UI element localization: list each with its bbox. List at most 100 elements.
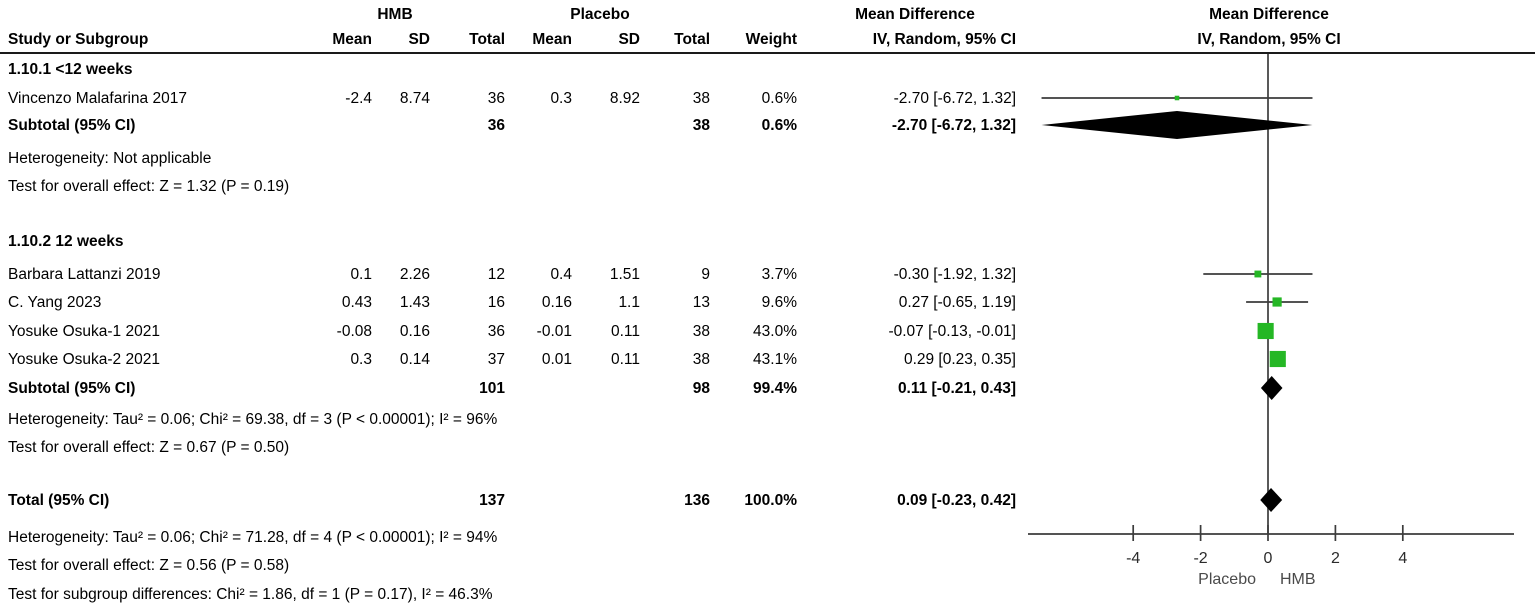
sd-hmb-value: 2.26: [399, 266, 430, 283]
total-label: Total (95% CI): [8, 492, 110, 509]
ci-text: 0.29 [0.23, 0.35]: [903, 351, 1016, 368]
total-placebo-value: 9: [701, 266, 710, 283]
header-divider-line: [0, 52, 1535, 54]
study-name: Vincenzo Malafarina 2017: [8, 90, 187, 107]
mean-placebo-value: 0.16: [541, 294, 572, 311]
total-hmb-value: 12: [487, 266, 505, 283]
ci-text: 0.11 [-0.21, 0.43]: [897, 380, 1016, 397]
subgroup-label: 1.10.1 <12 weeks: [8, 61, 133, 78]
total-hmb-value: 36: [487, 117, 505, 134]
header-placebo-total: Total: [674, 31, 710, 48]
column-group-placebo: Placebo: [570, 6, 630, 23]
weight-value: 0.6%: [761, 117, 797, 134]
study-name: Yosuke Osuka-1 2021: [8, 323, 160, 340]
ci-text: -0.30 [-1.92, 1.32]: [893, 266, 1016, 283]
sd-hmb-value: 1.43: [399, 294, 430, 311]
header-placebo-sd: SD: [618, 31, 640, 48]
effect-marker: [1257, 322, 1274, 340]
column-group-mean-difference-plot: Mean Difference: [1209, 6, 1329, 23]
total-hmb-value: 16: [487, 294, 505, 311]
mean-hmb-value: 0.43: [341, 294, 372, 311]
axis-right-label: HMB: [1280, 571, 1316, 588]
ci-text: -0.07 [-0.13, -0.01]: [888, 323, 1016, 340]
sd-hmb-value: 8.74: [399, 90, 430, 107]
effect-marker: [1254, 270, 1262, 278]
overall-effect-note: Test for overall effect: Z = 1.32 (P = 0…: [8, 178, 290, 195]
effect-marker: [1174, 95, 1180, 101]
weight-value: 43.0%: [753, 323, 797, 340]
header-hmb-total: Total: [469, 31, 505, 48]
header-placebo-mean: Mean: [532, 31, 572, 48]
sd-placebo-value: 8.92: [609, 90, 640, 107]
subgroup-label: 1.10.2 12 weeks: [8, 233, 124, 250]
study-name: Barbara Lattanzi 2019: [8, 266, 161, 283]
mean-hmb-value: 0.3: [350, 351, 372, 368]
total-hmb-value: 37: [487, 351, 505, 368]
header-hmb-sd: SD: [408, 31, 430, 48]
axis-left-label: Placebo: [1198, 571, 1256, 588]
ci-text: -2.70 [-6.72, 1.32]: [893, 90, 1016, 107]
study-name: Yosuke Osuka-2 2021: [8, 351, 160, 368]
mean-hmb-value: -0.08: [336, 323, 372, 340]
summary-diamond: [1041, 111, 1313, 139]
heterogeneity-note: Heterogeneity: Not applicable: [8, 150, 212, 167]
weight-value: 9.6%: [761, 294, 797, 311]
total-placebo-value: 38: [692, 117, 710, 134]
total-hmb-value: 36: [487, 90, 505, 107]
total-hmb-value: 101: [479, 380, 505, 397]
ci-text: 0.09 [-0.23, 0.42]: [897, 492, 1016, 509]
sd-placebo-value: 0.11: [610, 323, 640, 340]
total-placebo-value: 136: [684, 492, 710, 509]
mean-hmb-value: 0.1: [350, 266, 372, 283]
column-group-hmb: HMB: [377, 6, 413, 23]
total-placebo-value: 98: [692, 380, 710, 397]
total-placebo-value: 13: [692, 294, 710, 311]
weight-value: 3.7%: [761, 266, 797, 283]
summary-diamond: [1260, 488, 1283, 512]
total-heterogeneity-note: Heterogeneity: Tau² = 0.06; Chi² = 71.28…: [8, 529, 498, 546]
total-overall-effect-note: Test for overall effect: Z = 0.56 (P = 0…: [8, 557, 290, 574]
effect-marker: [1272, 297, 1282, 307]
subtotal-label: Subtotal (95% CI): [8, 380, 136, 397]
summary-diamond: [1260, 376, 1283, 400]
weight-value: 43.1%: [753, 351, 797, 368]
subgroup-differences-note: Test for subgroup differences: Chi² = 1.…: [8, 586, 493, 603]
subtotal-label: Subtotal (95% CI): [8, 117, 136, 134]
sd-placebo-value: 1.51: [609, 266, 640, 283]
total-placebo-value: 38: [692, 323, 710, 340]
header-study-or-subgroup: Study or Subgroup: [8, 31, 149, 48]
total-hmb-value: 36: [487, 323, 505, 340]
sd-placebo-value: 1.1: [618, 294, 640, 311]
header-hmb-mean: Mean: [332, 31, 372, 48]
total-placebo-value: 38: [692, 351, 710, 368]
sd-hmb-value: 0.16: [399, 323, 430, 340]
axis-tick-label: -2: [1193, 550, 1207, 567]
mean-placebo-value: 0.3: [550, 90, 572, 107]
header-iv-random-ci-text: IV, Random, 95% CI: [872, 31, 1016, 48]
header-weight: Weight: [745, 31, 797, 48]
sd-hmb-value: 0.14: [399, 351, 430, 368]
mean-placebo-value: 0.01: [541, 351, 572, 368]
axis-tick-label: 4: [1398, 550, 1407, 567]
total-placebo-value: 38: [692, 90, 710, 107]
weight-value: 99.4%: [753, 380, 797, 397]
sd-placebo-value: 0.11: [610, 351, 640, 368]
mean-hmb-value: -2.4: [345, 90, 372, 107]
column-group-mean-difference-text: Mean Difference: [855, 6, 975, 23]
heterogeneity-note: Heterogeneity: Tau² = 0.06; Chi² = 69.38…: [8, 411, 498, 428]
ci-text: -2.70 [-6.72, 1.32]: [891, 117, 1016, 134]
study-name: C. Yang 2023: [8, 294, 102, 311]
mean-placebo-value: 0.4: [550, 266, 572, 283]
axis-tick-label: -4: [1126, 550, 1140, 567]
axis-tick-label: 2: [1331, 550, 1340, 567]
total-hmb-value: 137: [479, 492, 505, 509]
ci-text: 0.27 [-0.65, 1.19]: [898, 294, 1016, 311]
effect-marker: [1269, 350, 1286, 368]
overall-effect-note: Test for overall effect: Z = 0.67 (P = 0…: [8, 439, 290, 456]
mean-placebo-value: -0.01: [536, 323, 572, 340]
header-iv-random-ci-plot: IV, Random, 95% CI: [1197, 31, 1341, 48]
weight-value: 100.0%: [744, 492, 797, 509]
weight-value: 0.6%: [761, 90, 797, 107]
